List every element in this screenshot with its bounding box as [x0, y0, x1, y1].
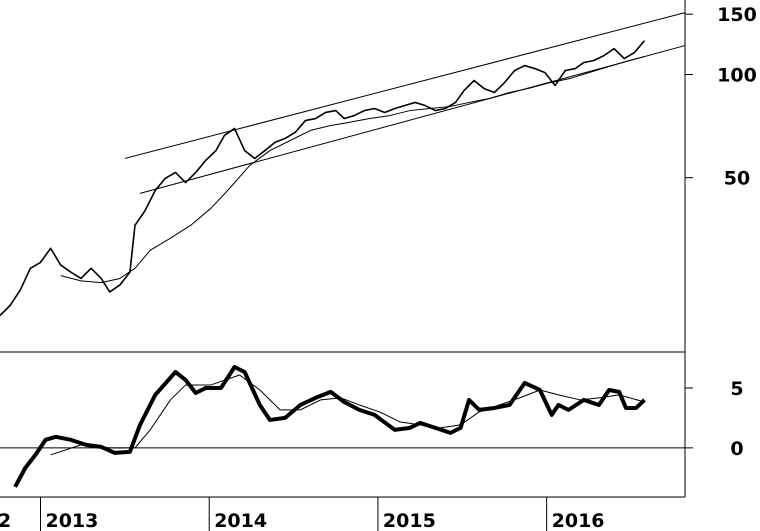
- y-tick-label: 0: [730, 438, 743, 460]
- x-tick-label: 2013: [45, 510, 98, 531]
- y-tick-label: 5: [730, 378, 743, 400]
- x-tick-label: 2016: [552, 510, 605, 531]
- y-tick-label: 50: [724, 168, 750, 190]
- x-tick-label: 2: [0, 510, 11, 531]
- y-tick-label: 150: [717, 4, 757, 26]
- y-tick-label: 100: [717, 65, 757, 87]
- series-line: [124, 12, 686, 159]
- series-line: [50, 374, 645, 456]
- series-line: [0, 40, 646, 317]
- series-line: [139, 45, 686, 194]
- series-line: [13, 364, 646, 488]
- x-tick-label: 2014: [214, 510, 267, 531]
- x-tick-label: 2015: [383, 510, 436, 531]
